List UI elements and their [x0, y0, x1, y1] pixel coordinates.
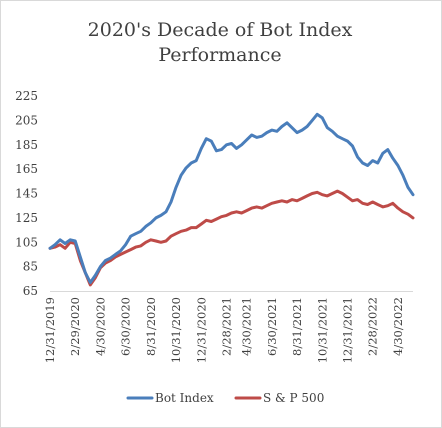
series-layer [48, 112, 415, 287]
x-tick-label: 12/31/2020 [194, 297, 208, 363]
x-tick-label: 2/28/2022 [366, 297, 380, 356]
y-tick-label: 185 [15, 138, 38, 152]
legend-label: Bot Index [155, 391, 214, 405]
x-tick-label: 4/30/2020 [93, 297, 107, 356]
x-tick-label: 12/31/2021 [340, 297, 354, 363]
chart-title: 2020's Decade of Bot Index Performance [0, 18, 440, 68]
y-tick-label: 145 [15, 187, 38, 201]
y-tick-label: 125 [15, 211, 38, 225]
legend-label: S & P 500 [263, 391, 324, 405]
y-tick-label: 85 [23, 260, 38, 274]
x-tick-label: 8/31/2021 [290, 297, 304, 356]
x-tick-label: 6/30/2021 [265, 297, 279, 356]
x-tick-label: 12/31/2019 [43, 297, 57, 363]
x-tick-label: 8/31/2020 [144, 297, 158, 356]
x-tick-label: 10/31/2020 [169, 297, 183, 363]
x-tick-label: 2/28/2021 [219, 297, 233, 356]
x-tick-label: 10/31/2021 [315, 297, 329, 363]
chart-title-line-2: Performance [158, 44, 282, 66]
x-tick-label: 2/29/2020 [68, 297, 82, 356]
y-tick-label: 165 [15, 162, 38, 176]
chart-title-line-1: 2020's Decade of Bot Index [87, 19, 353, 41]
y-tick-label: 225 [15, 89, 38, 103]
series-line-s-p-500 [48, 189, 415, 287]
y-tick-label: 65 [23, 284, 38, 298]
legend: Bot Index S & P 500 [126, 391, 324, 405]
x-tick-label: 6/30/2020 [119, 297, 133, 356]
series-line-bot-index [48, 112, 415, 284]
y-tick-label: 205 [15, 113, 38, 127]
y-axis-ticks: 65 85 105 125 145 165 185 205 225 [15, 89, 38, 298]
x-tick-label: 4/30/2022 [391, 297, 405, 356]
x-axis-ticks: 12/31/2019 2/29/2020 4/30/2020 6/30/2020 8/3… [43, 297, 405, 363]
x-tick-label: 4/30/2021 [240, 297, 254, 356]
y-tick-label: 105 [15, 235, 38, 249]
